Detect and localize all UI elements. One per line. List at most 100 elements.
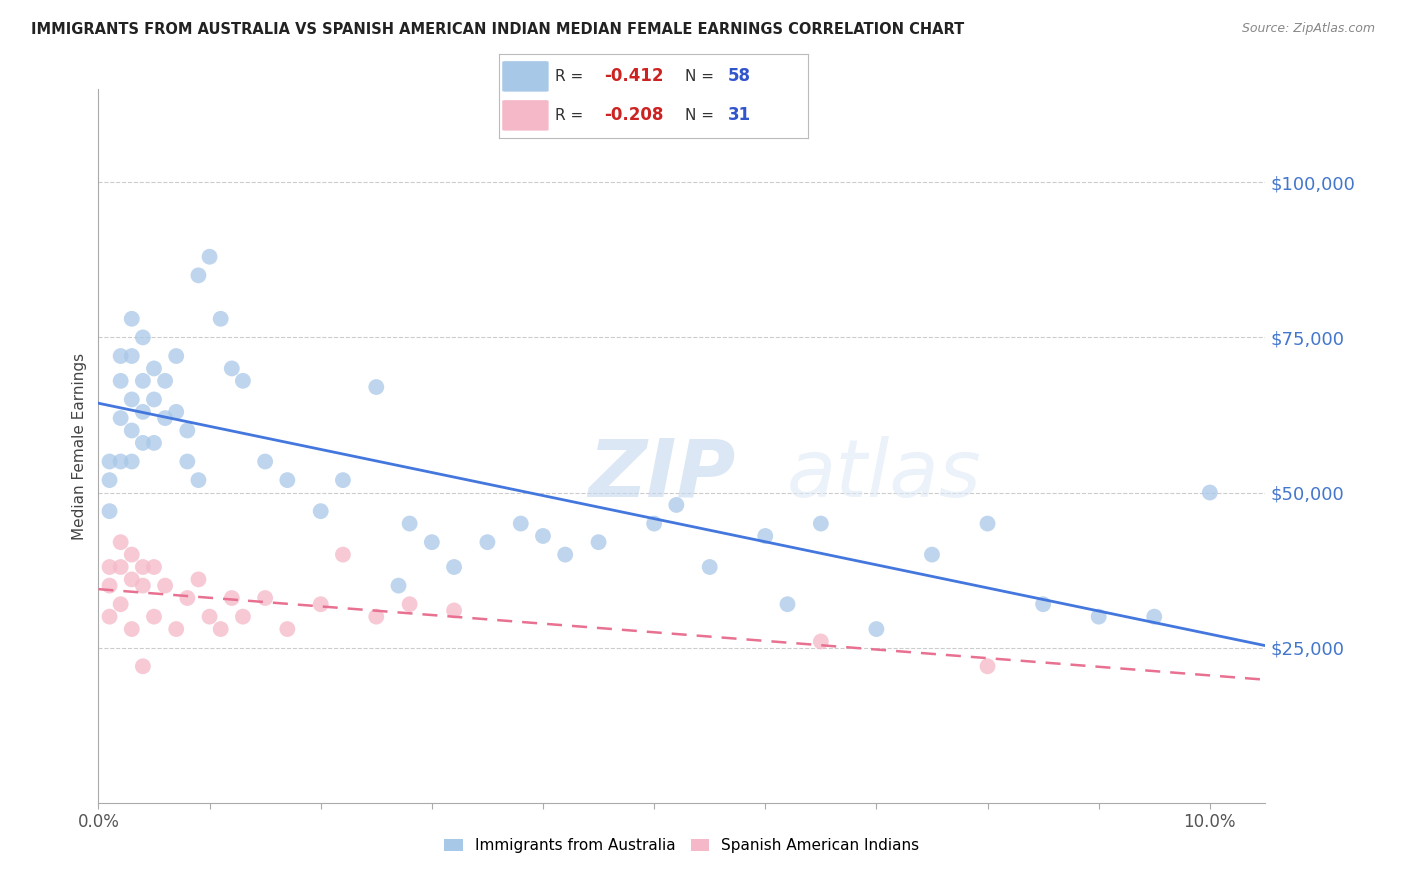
Point <box>209 622 232 636</box>
Point <box>776 597 799 611</box>
Point <box>420 535 443 549</box>
Point <box>110 349 132 363</box>
Point <box>110 411 132 425</box>
Point <box>187 473 209 487</box>
Point <box>477 535 499 549</box>
Point <box>121 454 143 468</box>
Point <box>132 436 155 450</box>
Text: 31: 31 <box>728 106 751 124</box>
Point <box>121 573 143 587</box>
Point <box>254 591 277 605</box>
Point <box>121 392 143 407</box>
Point <box>1087 609 1109 624</box>
Point <box>143 609 166 624</box>
Point <box>121 424 143 438</box>
Point <box>754 529 776 543</box>
Point <box>221 591 243 605</box>
Point <box>132 659 155 673</box>
Point <box>221 361 243 376</box>
Text: N =: N = <box>685 108 718 123</box>
Point <box>699 560 721 574</box>
Point <box>332 473 354 487</box>
Point <box>232 609 254 624</box>
Point <box>976 659 998 673</box>
Point <box>198 250 221 264</box>
Point <box>443 560 465 574</box>
Y-axis label: Median Female Earnings: Median Female Earnings <box>72 352 87 540</box>
Text: atlas: atlas <box>787 435 981 514</box>
Point <box>665 498 688 512</box>
Point <box>387 579 409 593</box>
Point <box>810 516 832 531</box>
Point <box>187 573 209 587</box>
Point <box>588 535 610 549</box>
Point <box>98 454 121 468</box>
Text: R =: R = <box>555 69 588 84</box>
Point <box>132 405 155 419</box>
Point <box>110 454 132 468</box>
Point <box>232 374 254 388</box>
Point <box>1143 609 1166 624</box>
Point <box>398 597 420 611</box>
Point <box>176 424 198 438</box>
Point <box>132 374 155 388</box>
Point <box>132 579 155 593</box>
Point <box>366 609 388 624</box>
Point <box>332 548 354 562</box>
Point <box>121 622 143 636</box>
Point <box>98 504 121 518</box>
Point <box>98 579 121 593</box>
Text: -0.412: -0.412 <box>605 68 664 86</box>
Text: N =: N = <box>685 69 718 84</box>
Point <box>865 622 887 636</box>
Point <box>643 516 665 531</box>
Point <box>921 548 943 562</box>
Point <box>198 609 221 624</box>
Point <box>153 374 176 388</box>
Point <box>276 473 298 487</box>
Text: IMMIGRANTS FROM AUSTRALIA VS SPANISH AMERICAN INDIAN MEDIAN FEMALE EARNINGS CORR: IMMIGRANTS FROM AUSTRALIA VS SPANISH AME… <box>31 22 965 37</box>
Point <box>165 622 187 636</box>
Point <box>153 411 176 425</box>
Point <box>1198 485 1220 500</box>
Point <box>143 361 166 376</box>
Text: 58: 58 <box>728 68 751 86</box>
Point <box>143 560 166 574</box>
Point <box>254 454 277 468</box>
Point <box>121 311 143 326</box>
Point <box>132 560 155 574</box>
Point <box>398 516 420 531</box>
Point <box>132 330 155 344</box>
Text: R =: R = <box>555 108 588 123</box>
Text: ZIP: ZIP <box>589 435 735 514</box>
Point <box>309 597 332 611</box>
Point <box>165 405 187 419</box>
Point <box>176 454 198 468</box>
Point <box>209 311 232 326</box>
Point <box>98 560 121 574</box>
Point <box>810 634 832 648</box>
FancyBboxPatch shape <box>502 62 548 92</box>
Point <box>187 268 209 283</box>
Point <box>110 560 132 574</box>
Point <box>554 548 576 562</box>
Point <box>976 516 998 531</box>
Point <box>176 591 198 605</box>
Point <box>110 597 132 611</box>
Point <box>509 516 531 531</box>
Point <box>98 609 121 624</box>
Point <box>121 548 143 562</box>
Point <box>98 473 121 487</box>
Point <box>1032 597 1054 611</box>
Point <box>165 349 187 363</box>
Point <box>110 374 132 388</box>
Point <box>143 436 166 450</box>
Point <box>309 504 332 518</box>
Point <box>143 392 166 407</box>
Point <box>443 603 465 617</box>
Point <box>110 535 132 549</box>
Point <box>121 349 143 363</box>
Point <box>366 380 388 394</box>
FancyBboxPatch shape <box>502 100 548 130</box>
Point <box>153 579 176 593</box>
